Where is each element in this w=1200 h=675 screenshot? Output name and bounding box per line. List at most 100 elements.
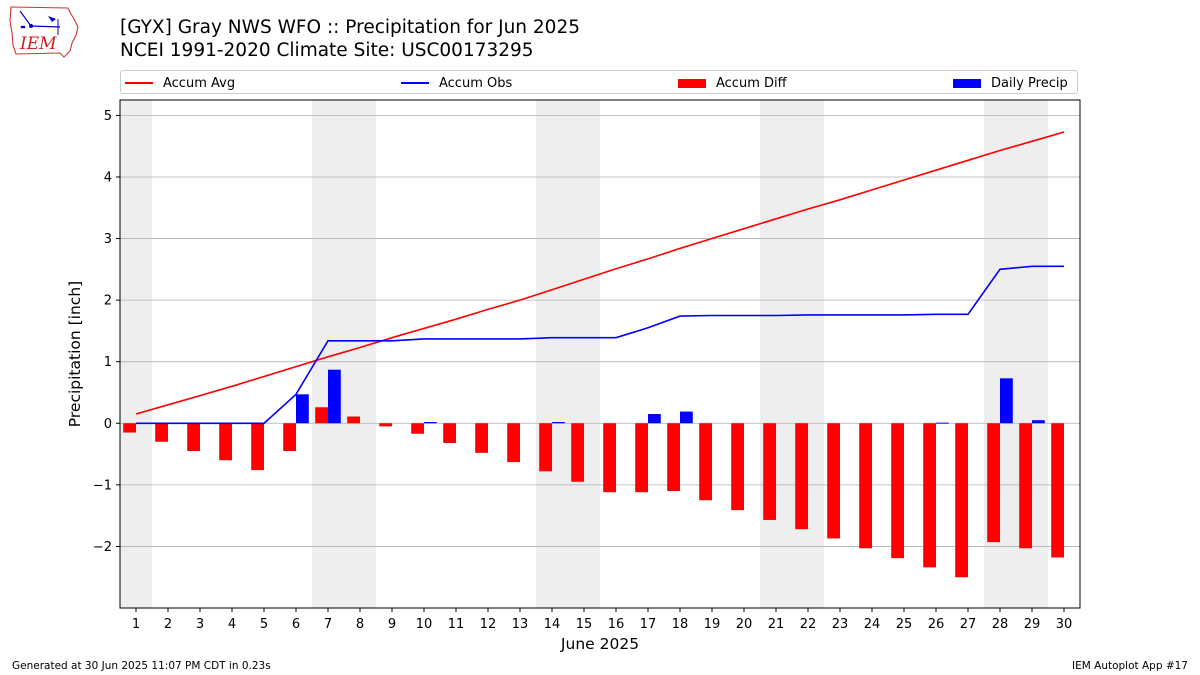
accum-diff-bar: [475, 423, 488, 453]
x-tick-label: 1: [132, 617, 140, 632]
logo-text: IEM: [19, 34, 57, 54]
x-tick-label: 8: [356, 617, 364, 632]
accum-diff-bar: [315, 407, 328, 424]
legend-item-accum-diff: Accum Diff: [678, 73, 787, 93]
accum-diff-bar: [411, 423, 424, 434]
accum-diff-bar: [731, 423, 744, 511]
x-tick-label: 27: [960, 617, 977, 632]
legend-label: Daily Precip: [991, 75, 1068, 91]
weekend-band: [536, 100, 568, 608]
legend-item-accum-obs: Accum Obs: [401, 73, 512, 93]
iem-logo: IEM: [9, 6, 79, 58]
legend-item-daily-precip: Daily Precip: [953, 73, 1068, 93]
iowa-state-outline-icon: [9, 6, 79, 58]
accum-diff-bar: [251, 423, 264, 471]
x-tick-label: 20: [736, 617, 753, 632]
daily-precip-bar: [1000, 378, 1013, 424]
legend-label: Accum Obs: [439, 75, 513, 91]
accum-diff-bar: [763, 423, 776, 520]
x-tick-label: 25: [896, 617, 913, 632]
x-tick-label: 11: [448, 617, 465, 632]
accum-diff-bar: [1019, 423, 1032, 549]
x-tick-label: 2: [164, 617, 172, 632]
accum-diff-bar: [667, 423, 680, 492]
x-tick-label: 16: [608, 617, 625, 632]
y-tick-label: 5: [104, 109, 112, 124]
y-axis-label: Precipitation [inch]: [66, 281, 84, 427]
accum-obs-line: [136, 265, 1064, 425]
x-tick-label: 14: [544, 617, 561, 632]
y-tick-label: 4: [104, 170, 112, 185]
accum-diff-bar: [155, 423, 168, 442]
accum-diff-bar: [123, 423, 136, 433]
x-tick-label: 18: [672, 617, 689, 632]
daily-precip-bar: [296, 394, 309, 424]
x-tick-label: 17: [640, 617, 657, 632]
x-tick-label: 29: [1024, 617, 1041, 632]
accum-diff-bar: [219, 423, 232, 461]
y-tick-label: 1: [104, 355, 112, 370]
weekend-band: [568, 100, 600, 608]
y-tick-label: −2: [93, 540, 112, 555]
x-tick-label: 5: [260, 617, 268, 632]
accum-diff-bar: [539, 423, 552, 472]
accum-diff-bar: [795, 423, 808, 530]
chart-title: [GYX] Gray NWS WFO :: Precipitation for …: [120, 17, 580, 38]
y-tick-label: −1: [93, 478, 112, 493]
accum-diff-bar: [955, 423, 968, 578]
weekend-band: [120, 100, 152, 608]
x-tick-label: 4: [228, 617, 236, 632]
weekend-band: [792, 100, 824, 608]
accum-diff-bar: [891, 423, 904, 559]
weekend-band: [344, 100, 376, 608]
x-tick-label: 9: [388, 617, 396, 632]
x-tick-label: 21: [768, 617, 785, 632]
x-tick-label: 6: [292, 617, 300, 632]
y-tick-label: 3: [104, 232, 112, 247]
accum-diff-bar: [187, 423, 200, 451]
legend-item-accum-avg: Accum Avg: [125, 73, 235, 93]
x-tick-label: 23: [832, 617, 849, 632]
y-tick-label: 0: [104, 417, 112, 432]
x-axis-label: June 2025: [560, 635, 639, 653]
accum-diff-bar: [507, 423, 520, 463]
legend-swatch: [125, 82, 153, 84]
y-tick-label: 2: [104, 294, 112, 309]
accum-diff-bar: [443, 423, 456, 443]
daily-precip-bar: [680, 411, 693, 424]
accum-avg-line: [135, 131, 1065, 415]
legend-swatch: [401, 82, 429, 84]
daily-precip-bar: [648, 414, 661, 424]
x-tick-label: 15: [576, 617, 593, 632]
x-tick-label: 22: [800, 617, 817, 632]
accum-diff-bar: [827, 423, 840, 539]
footer-generated: Generated at 30 Jun 2025 11:07 PM CDT in…: [12, 660, 271, 672]
accum-diff-bar: [987, 423, 1000, 543]
accum-diff-bar: [699, 423, 712, 501]
legend-swatch: [953, 78, 981, 88]
accum-diff-bar: [1051, 423, 1064, 558]
legend-label: Accum Avg: [163, 75, 236, 91]
accum-diff-bar: [603, 423, 616, 493]
x-tick-label: 26: [928, 617, 945, 632]
x-tick-label: 19: [704, 617, 721, 632]
x-tick-label: 3: [196, 617, 204, 632]
x-tick-label: 30: [1056, 617, 1073, 632]
legend: Accum Avg Accum Obs Accum Diff Daily Pre…: [120, 70, 1078, 94]
daily-precip-bar: [328, 369, 341, 424]
x-tick-label: 7: [324, 617, 332, 632]
footer-app: IEM Autoplot App #17: [1072, 660, 1188, 672]
daily-precip-bar: [936, 422, 949, 424]
accum-diff-bar: [571, 423, 584, 482]
chart-subtitle: NCEI 1991-2020 Climate Site: USC00173295: [120, 40, 534, 61]
accum-diff-bar: [347, 416, 360, 424]
daily-precip-bar: [424, 422, 437, 424]
x-tick-label: 12: [480, 617, 497, 632]
weekend-band: [760, 100, 792, 608]
daily-precip-bar: [552, 422, 565, 424]
daily-precip-bar: [1032, 420, 1045, 424]
accum-diff-bar: [923, 423, 936, 568]
legend-label: Accum Diff: [716, 75, 787, 91]
x-tick-label: 24: [864, 617, 881, 632]
